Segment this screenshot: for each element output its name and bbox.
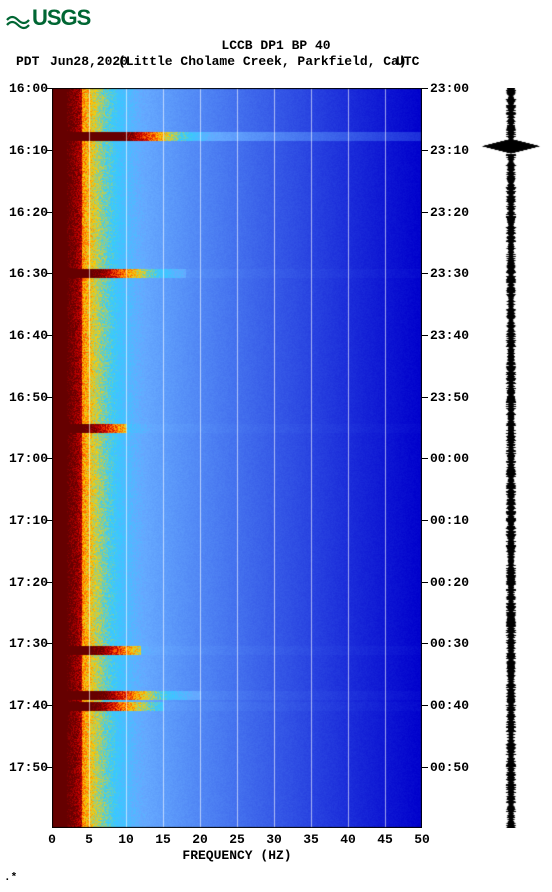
tick-mark bbox=[422, 273, 428, 274]
y-tick-left: 17:00 bbox=[6, 451, 48, 466]
wave-icon bbox=[6, 6, 30, 30]
usgs-logo: USGS bbox=[6, 4, 90, 32]
x-tick-label: 35 bbox=[296, 832, 326, 847]
y-tick-right: 23:00 bbox=[430, 81, 478, 96]
y-tick-right: 23:50 bbox=[430, 390, 478, 405]
tick-mark bbox=[422, 212, 428, 213]
x-tick-label: 25 bbox=[222, 832, 252, 847]
location-label: (Little Cholame Creek, Parkfield, Ca) bbox=[118, 54, 407, 69]
x-tick-label: 0 bbox=[37, 832, 67, 847]
y-tick-left: 16:10 bbox=[6, 143, 48, 158]
tick-mark bbox=[46, 458, 52, 459]
y-tick-left: 17:40 bbox=[6, 698, 48, 713]
waveform-plot bbox=[480, 88, 542, 828]
tick-mark bbox=[46, 705, 52, 706]
chart-title: LCCB DP1 BP 40 bbox=[0, 38, 552, 53]
y-tick-left: 16:00 bbox=[6, 81, 48, 96]
x-tick-label: 5 bbox=[74, 832, 104, 847]
y-tick-right: 00:00 bbox=[430, 451, 478, 466]
x-tick-label: 30 bbox=[259, 832, 289, 847]
y-tick-right: 00:50 bbox=[430, 760, 478, 775]
tick-mark bbox=[422, 458, 428, 459]
tick-mark bbox=[422, 767, 428, 768]
y-tick-right: 23:40 bbox=[430, 328, 478, 343]
y-tick-right: 23:10 bbox=[430, 143, 478, 158]
x-tick-label: 50 bbox=[407, 832, 437, 847]
tick-mark bbox=[46, 643, 52, 644]
y-tick-left: 16:40 bbox=[6, 328, 48, 343]
y-tick-right: 23:20 bbox=[430, 205, 478, 220]
y-tick-left: 17:20 bbox=[6, 575, 48, 590]
y-tick-left: 17:50 bbox=[6, 760, 48, 775]
tick-mark bbox=[422, 705, 428, 706]
x-tick-label: 10 bbox=[111, 832, 141, 847]
tick-mark bbox=[46, 212, 52, 213]
date-label: Jun28,2020 bbox=[50, 54, 128, 69]
pdt-label: PDT bbox=[16, 54, 39, 69]
tick-mark bbox=[422, 520, 428, 521]
y-tick-right: 00:30 bbox=[430, 636, 478, 651]
tick-mark bbox=[46, 88, 52, 89]
utc-label: UTC bbox=[396, 54, 419, 69]
tick-mark bbox=[46, 273, 52, 274]
x-tick-label: 15 bbox=[148, 832, 178, 847]
y-tick-right: 00:20 bbox=[430, 575, 478, 590]
footer-mark: .* bbox=[4, 872, 17, 884]
tick-mark bbox=[422, 643, 428, 644]
tick-mark bbox=[46, 520, 52, 521]
tick-mark bbox=[46, 335, 52, 336]
y-tick-left: 16:30 bbox=[6, 266, 48, 281]
tick-mark bbox=[422, 150, 428, 151]
x-tick-label: 45 bbox=[370, 832, 400, 847]
x-tick-label: 20 bbox=[185, 832, 215, 847]
x-tick-label: 40 bbox=[333, 832, 363, 847]
y-tick-left: 17:10 bbox=[6, 513, 48, 528]
y-tick-left: 16:20 bbox=[6, 205, 48, 220]
tick-mark bbox=[46, 397, 52, 398]
tick-mark bbox=[46, 150, 52, 151]
tick-mark bbox=[422, 335, 428, 336]
tick-mark bbox=[46, 767, 52, 768]
spectrogram-plot bbox=[52, 88, 422, 828]
tick-mark bbox=[422, 88, 428, 89]
x-axis-title: FREQUENCY (HZ) bbox=[52, 848, 422, 863]
tick-mark bbox=[46, 582, 52, 583]
logo-text: USGS bbox=[32, 5, 90, 31]
y-tick-left: 16:50 bbox=[6, 390, 48, 405]
y-tick-right: 00:10 bbox=[430, 513, 478, 528]
y-tick-right: 23:30 bbox=[430, 266, 478, 281]
tick-mark bbox=[422, 397, 428, 398]
y-tick-right: 00:40 bbox=[430, 698, 478, 713]
y-tick-left: 17:30 bbox=[6, 636, 48, 651]
tick-mark bbox=[422, 582, 428, 583]
